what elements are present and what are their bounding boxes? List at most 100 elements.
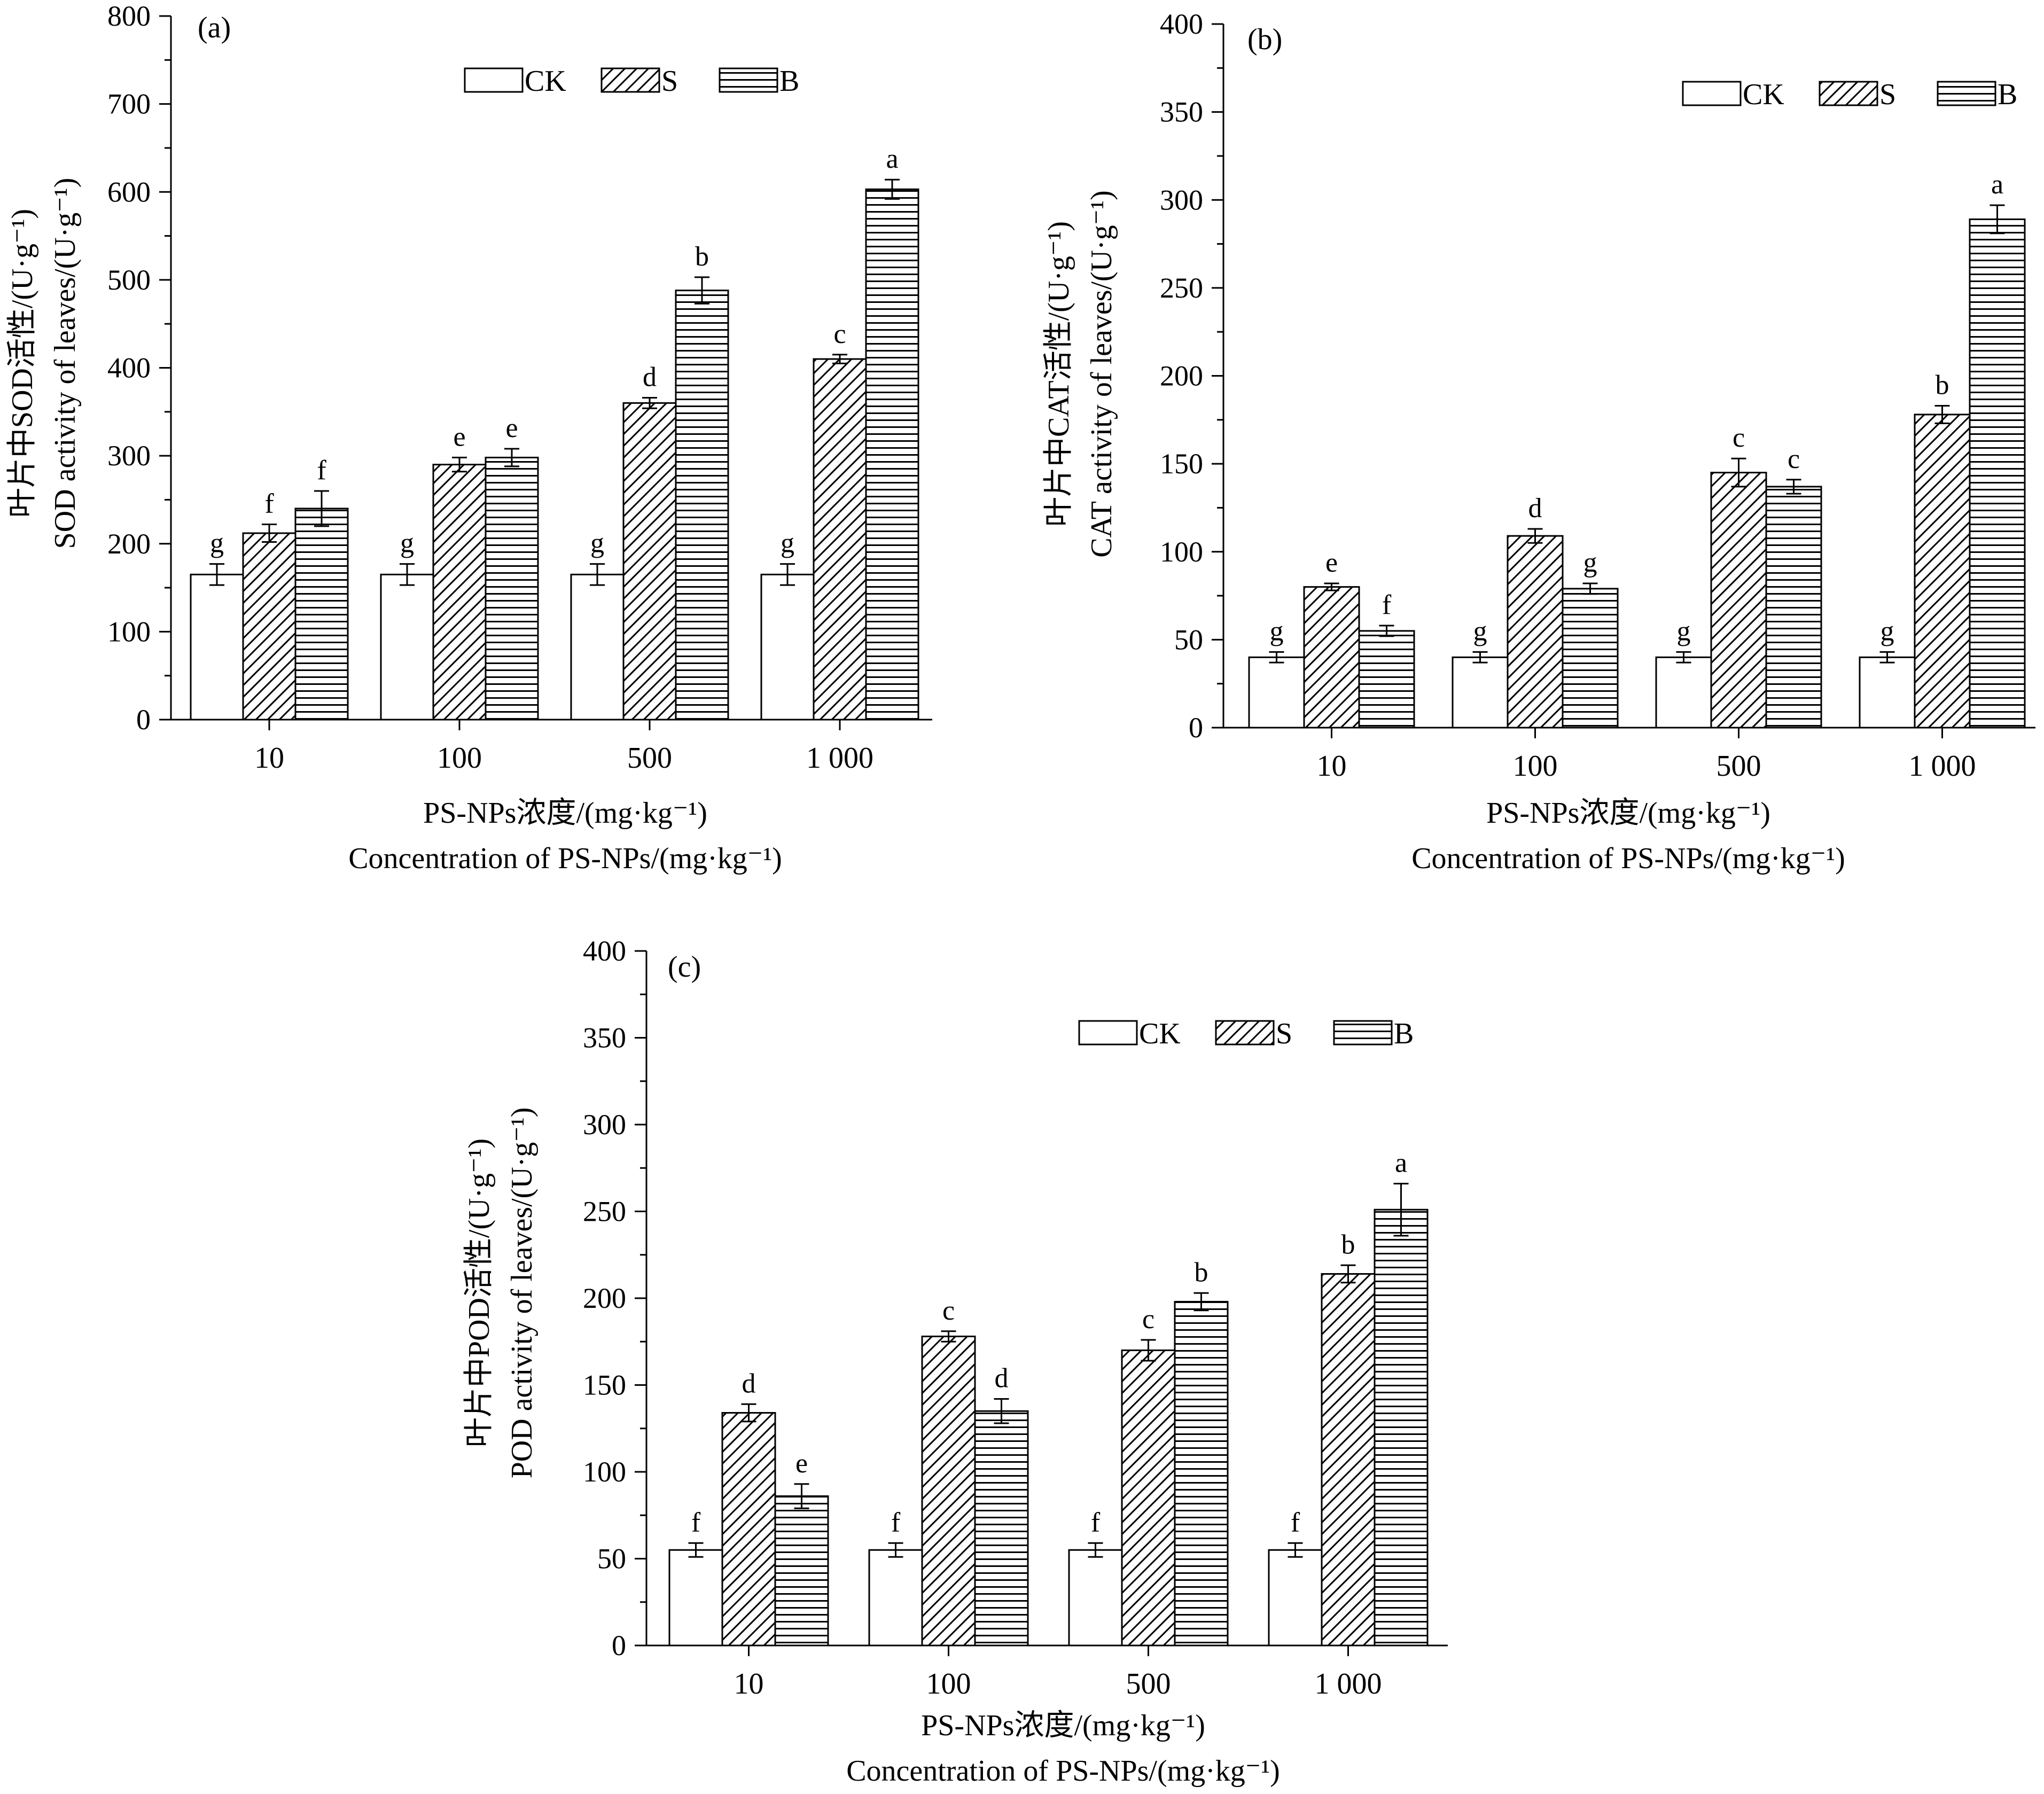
y-tick-label: 400 bbox=[1160, 8, 1203, 40]
legend-label: B bbox=[779, 65, 799, 98]
legend: CK S B bbox=[464, 65, 799, 98]
significance-letter: g bbox=[1583, 548, 1597, 578]
bar bbox=[974, 1410, 1029, 1647]
bar bbox=[570, 573, 625, 721]
bar bbox=[921, 1336, 976, 1647]
bar bbox=[868, 1549, 923, 1647]
y-tick-label: 400 bbox=[107, 352, 151, 384]
significance-letter: c bbox=[833, 319, 846, 349]
bar bbox=[1374, 1208, 1429, 1647]
significance-letter: d bbox=[742, 1368, 756, 1399]
bar bbox=[774, 1495, 829, 1647]
y-axis-title-en: SOD activity of leaves/(U·g⁻¹) bbox=[49, 178, 82, 549]
y-tick-label: 700 bbox=[107, 88, 151, 120]
significance-letter: c bbox=[1733, 423, 1745, 453]
plot-area: 0 50 100 150 200 250 300 350 400 f d e 10 f c d 100 f c b 50… bbox=[583, 935, 1448, 1701]
y-tick-label: 300 bbox=[107, 440, 151, 472]
chart-panel-c: (c) PS-NPs浓度/(mg·kg⁻¹) Concentration of … bbox=[463, 935, 1448, 1788]
x-tick-label: 100 bbox=[437, 742, 482, 775]
significance-letter: f bbox=[1382, 590, 1392, 620]
x-axis-title-en: Concentration of PS-NPs/(mg·kg⁻¹) bbox=[1411, 842, 1845, 875]
y-axis-title-en: CAT activity of leaves/(U·g⁻¹) bbox=[1085, 190, 1118, 558]
x-tick-label: 1 000 bbox=[1909, 750, 1976, 783]
bar bbox=[1507, 535, 1564, 729]
bar bbox=[675, 290, 729, 721]
bar bbox=[1969, 218, 2026, 729]
y-tick-label: 300 bbox=[1160, 184, 1203, 216]
significance-letter: b bbox=[695, 241, 709, 272]
bar bbox=[1914, 414, 1971, 729]
y-tick-label: 150 bbox=[1160, 448, 1203, 480]
x-tick-label: 10 bbox=[254, 742, 284, 775]
bar bbox=[1068, 1549, 1123, 1647]
significance-letter: f bbox=[1091, 1507, 1101, 1538]
legend-swatch bbox=[464, 67, 524, 93]
y-tick-label: 100 bbox=[107, 615, 151, 648]
significance-letter: f bbox=[317, 455, 326, 486]
bar bbox=[1655, 656, 1712, 729]
y-tick-label: 200 bbox=[107, 528, 151, 560]
bar bbox=[668, 1549, 723, 1647]
y-tick-label: 50 bbox=[1174, 623, 1203, 656]
y-tick-label: 500 bbox=[107, 264, 151, 296]
y-tick-label: 100 bbox=[1160, 536, 1203, 568]
y-tick-label: 250 bbox=[583, 1196, 626, 1228]
legend: CK S B bbox=[1682, 78, 2017, 111]
bar bbox=[1321, 1273, 1376, 1647]
chart-panel-b: (b) PS-NPs浓度/(mg·kg⁻¹) Concentration of … bbox=[1042, 8, 2035, 875]
significance-letter: e bbox=[1325, 548, 1338, 578]
significance-letter: c bbox=[1788, 444, 1800, 474]
bar bbox=[721, 1412, 776, 1647]
panel-label: (b) bbox=[1247, 23, 1282, 56]
y-tick-label: 150 bbox=[583, 1369, 626, 1401]
x-axis-title-en: Concentration of PS-NPs/(mg·kg⁻¹) bbox=[846, 1754, 1280, 1788]
x-tick-label: 1 000 bbox=[1315, 1667, 1382, 1701]
bar bbox=[1174, 1301, 1229, 1647]
x-axis-title-cn: PS-NPs浓度/(mg·kg⁻¹) bbox=[423, 797, 707, 830]
significance-letter: d bbox=[643, 362, 657, 392]
y-tick-label: 0 bbox=[1189, 712, 1203, 744]
significance-letter: g bbox=[590, 528, 604, 559]
significance-letter: c bbox=[1142, 1304, 1154, 1335]
y-tick-label: 50 bbox=[597, 1543, 626, 1575]
y-tick-label: 200 bbox=[583, 1282, 626, 1314]
bar bbox=[1358, 630, 1415, 729]
significance-letter: b bbox=[1936, 370, 1949, 400]
legend-label: B bbox=[1998, 78, 2017, 111]
significance-letter: g bbox=[1473, 616, 1487, 646]
x-axis-title-en: Concentration of PS-NPs/(mg·kg⁻¹) bbox=[348, 842, 782, 875]
significance-letter: e bbox=[795, 1448, 808, 1479]
bar bbox=[1859, 656, 1916, 729]
y-tick-label: 350 bbox=[583, 1022, 626, 1054]
bar bbox=[190, 573, 244, 721]
significance-letter: c bbox=[942, 1296, 955, 1326]
y-tick-label: 400 bbox=[583, 935, 626, 967]
bar bbox=[1121, 1350, 1176, 1647]
bar bbox=[760, 573, 815, 721]
significance-letter: g bbox=[1270, 616, 1284, 646]
significance-letter: a bbox=[1395, 1148, 1407, 1179]
bar bbox=[813, 358, 867, 721]
chart-panel-a: (a) PS-NPs浓度/(mg·kg⁻¹) Concentration of … bbox=[6, 0, 932, 875]
legend-swatch bbox=[600, 67, 660, 93]
significance-letter: f bbox=[1291, 1507, 1300, 1538]
bar bbox=[1452, 656, 1509, 729]
significance-letter: f bbox=[891, 1507, 901, 1538]
x-axis-title-cn: PS-NPs浓度/(mg·kg⁻¹) bbox=[1486, 797, 1770, 830]
legend-swatch bbox=[1215, 1020, 1275, 1046]
bar bbox=[1303, 586, 1360, 729]
legend-swatch bbox=[1937, 81, 1996, 106]
y-tick-label: 350 bbox=[1160, 96, 1203, 128]
bar bbox=[865, 188, 919, 721]
legend-label: S bbox=[1276, 1017, 1292, 1050]
legend-label: CK bbox=[1139, 1017, 1181, 1050]
y-tick-label: 250 bbox=[1160, 272, 1203, 304]
significance-letter: g bbox=[1881, 616, 1894, 646]
y-tick-label: 0 bbox=[136, 704, 151, 736]
significance-letter: d bbox=[995, 1363, 1009, 1394]
bar bbox=[242, 532, 297, 721]
legend-swatch bbox=[1333, 1020, 1393, 1046]
x-tick-label: 100 bbox=[1513, 750, 1558, 783]
bar bbox=[1248, 656, 1305, 729]
